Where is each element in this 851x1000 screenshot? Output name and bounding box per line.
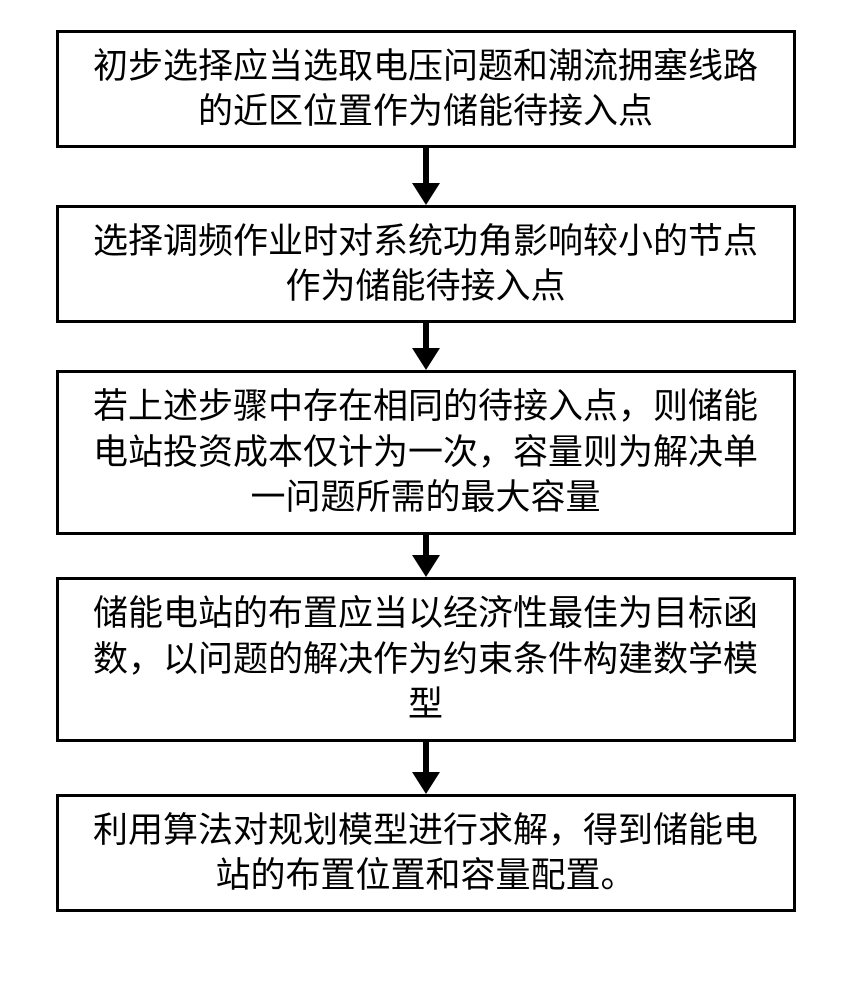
- flowchart-arrow-4: [412, 742, 440, 794]
- flowchart-box-5: 利用算法对规划模型进行求解，得到储能电站的布置位置和容量配置。: [56, 794, 796, 912]
- flowchart-box-1: 初步选择应当选取电压问题和潮流拥塞线路的近区位置作为储能待接入点: [56, 30, 796, 148]
- flowchart-arrow-3: [412, 535, 440, 577]
- flowchart-box-3: 若上述步骤中存在相同的待接入点，则储能电站投资成本仅计为一次，容量则为解决单一问…: [56, 370, 796, 535]
- flowchart-arrow-2: [412, 323, 440, 370]
- flowchart-box-5-text: 利用算法对规划模型进行求解，得到储能电站的布置位置和容量配置。: [79, 808, 773, 899]
- flowchart-box-4: 储能电站的布置应当以经济性最佳为目标函数，以问题的解决作为约束条件构建数学模型: [56, 577, 796, 742]
- flowchart-box-2: 选择调频作业时对系统功角影响较小的节点作为储能待接入点: [56, 205, 796, 323]
- flowchart-box-3-text: 若上述步骤中存在相同的待接入点，则储能电站投资成本仅计为一次，容量则为解决单一问…: [79, 384, 773, 521]
- flowchart-arrow-1: [412, 148, 440, 205]
- flowchart-box-2-text: 选择调频作业时对系统功角影响较小的节点作为储能待接入点: [79, 219, 773, 310]
- flowchart-box-1-text: 初步选择应当选取电压问题和潮流拥塞线路的近区位置作为储能待接入点: [79, 44, 773, 135]
- flowchart-box-4-text: 储能电站的布置应当以经济性最佳为目标函数，以问题的解决作为约束条件构建数学模型: [79, 591, 773, 728]
